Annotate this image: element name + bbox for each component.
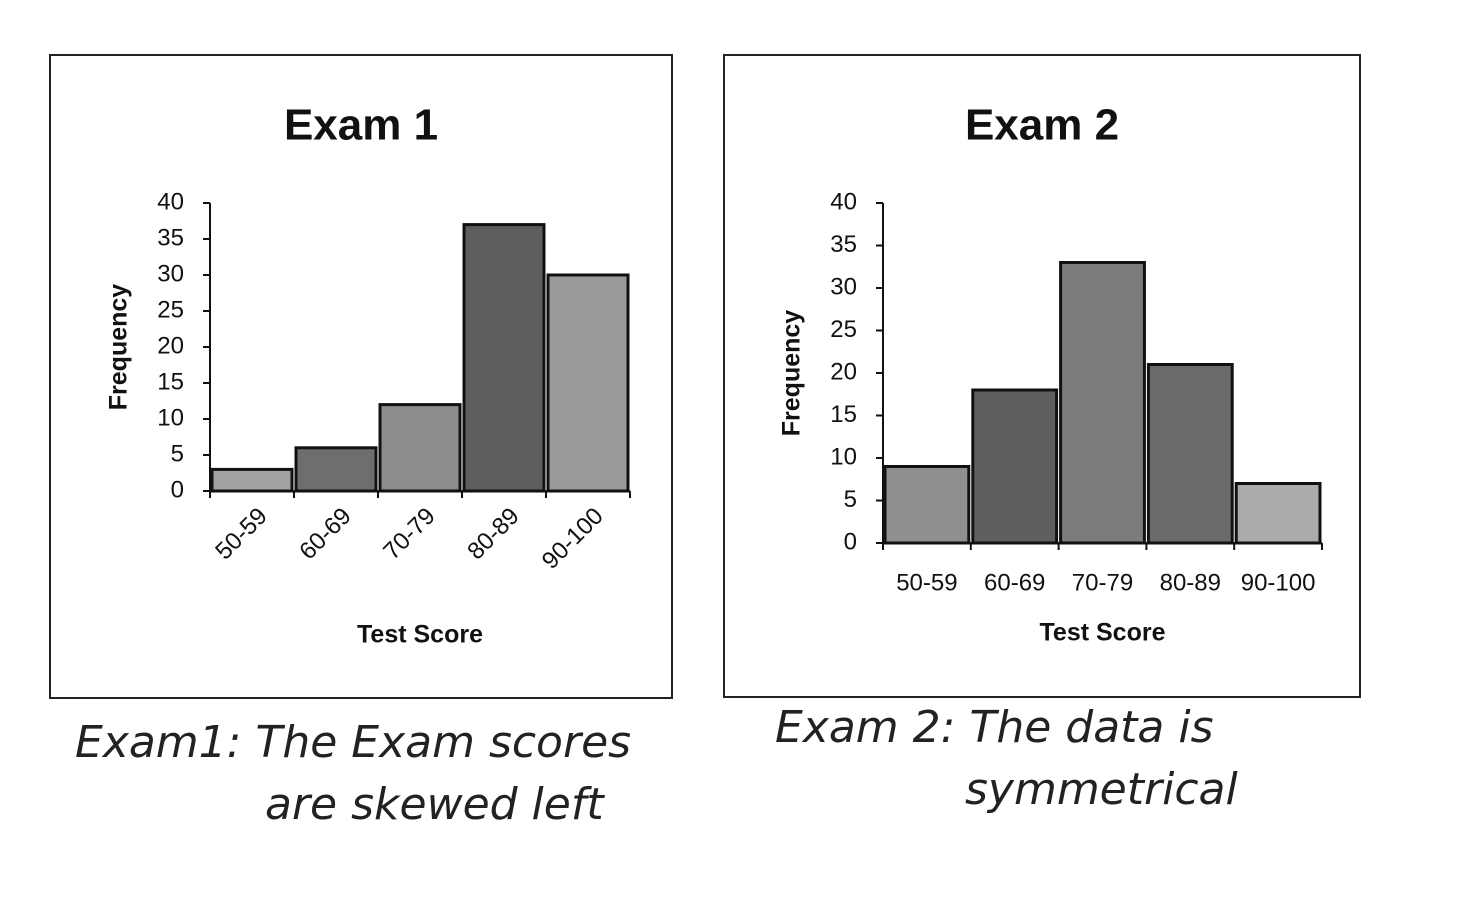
- bar: [971, 388, 1059, 545]
- x-tick-label: 50-59: [896, 569, 957, 596]
- x-tick-label: 80-89: [1160, 569, 1221, 596]
- y-tick-label: 30: [157, 260, 184, 287]
- handwritten-note: symmetrical: [965, 764, 1238, 815]
- y-tick-label: 25: [157, 296, 184, 323]
- bar: [210, 467, 294, 493]
- y-tick-label: 40: [830, 188, 857, 215]
- bar: [294, 446, 378, 493]
- y-tick-label: 15: [157, 368, 184, 395]
- y-tick-label: 0: [844, 528, 857, 555]
- handwritten-note: are skewed left: [265, 779, 605, 830]
- bar: [1146, 363, 1234, 545]
- y-tick-label: 5: [171, 440, 184, 467]
- y-tick-label: 10: [157, 404, 184, 431]
- chart-title: Exam 1: [284, 101, 438, 150]
- x-axis-title: Test Score: [357, 621, 483, 649]
- y-tick-label: 25: [830, 316, 857, 343]
- chart-frame: [723, 54, 1361, 698]
- y-tick-label: 35: [157, 224, 184, 251]
- bar: [1234, 482, 1322, 545]
- y-tick-label: 30: [830, 273, 857, 300]
- x-axis-title: Test Score: [1040, 619, 1166, 647]
- y-tick-label: 15: [830, 401, 857, 428]
- y-tick-label: 5: [844, 486, 857, 513]
- handwritten-note: Exam1: The Exam scores: [75, 717, 631, 768]
- bar: [883, 465, 971, 545]
- bar: [462, 223, 546, 493]
- bar: [378, 403, 462, 493]
- y-tick-label: 20: [157, 332, 184, 359]
- x-tick-label: 60-69: [984, 569, 1045, 596]
- y-axis-title: Frequency: [778, 310, 806, 437]
- y-tick-label: 0: [171, 476, 184, 503]
- y-tick-label: 20: [830, 358, 857, 385]
- y-axis-title: Frequency: [105, 284, 133, 411]
- y-tick-label: 10: [830, 443, 857, 470]
- handwritten-note: Exam 2: The data is: [775, 702, 1214, 753]
- y-tick-label: 35: [830, 231, 857, 258]
- x-tick-label: 90-100: [1241, 569, 1316, 596]
- x-tick-label: 70-79: [1072, 569, 1133, 596]
- chart-frame: [49, 54, 673, 699]
- bar: [1059, 261, 1146, 545]
- bar: [546, 273, 630, 493]
- chart-title: Exam 2: [965, 101, 1119, 150]
- y-tick-label: 40: [157, 188, 184, 215]
